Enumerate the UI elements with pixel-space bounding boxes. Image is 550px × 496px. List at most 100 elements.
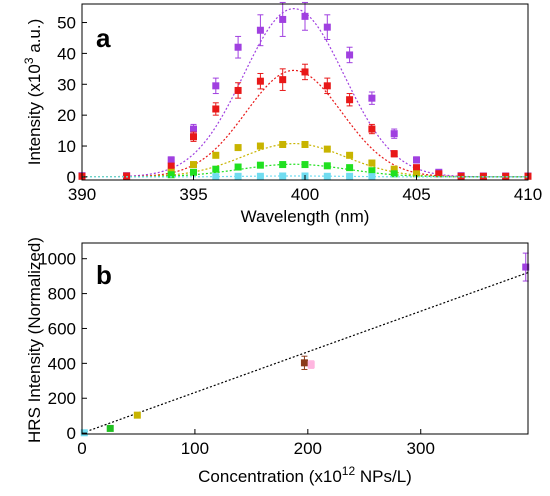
panel-b-frame — [81, 242, 529, 435]
panel-b-point — [307, 361, 315, 369]
panel-a-point — [279, 76, 287, 84]
panel-a-point — [368, 167, 376, 175]
panel-a-point — [413, 164, 420, 172]
panel-a-x-tick-label: 405 — [402, 185, 430, 204]
panel-b-point — [106, 424, 114, 432]
panel-a-point — [167, 162, 175, 170]
panel-b-x-tick-label: 300 — [407, 439, 435, 458]
panel-a-point — [212, 82, 220, 90]
panel-a-point — [323, 82, 331, 90]
panel-a-point — [234, 43, 242, 51]
panel-a-point — [123, 172, 131, 180]
panel-a-point — [190, 133, 197, 141]
panel-a-point — [190, 125, 197, 133]
panel-a-point — [279, 161, 287, 169]
panel-b-fit-line — [81, 272, 529, 434]
panel-a-x-tick-label: 390 — [68, 185, 96, 204]
panel-a-x-tick-label: 410 — [514, 185, 542, 204]
panel-a-point — [256, 142, 264, 150]
panel-b-point — [133, 411, 141, 419]
panel-a-y-tick-label: 40 — [57, 44, 76, 63]
panel-b-x-axis-title: Concentration (x1012 NPs/L) — [198, 464, 412, 486]
panel-a-point — [390, 130, 398, 138]
panel-a-point — [346, 51, 354, 59]
panel-b-x-axis-title-tail: NPs/L) — [355, 467, 412, 486]
panel-a-point — [279, 172, 287, 180]
panel-a-ticks: 390 395 400 405 410 0 10 20 30 40 50 — [57, 14, 542, 204]
panel-a-y-axis-title-tail: a.u.) — [25, 19, 44, 58]
panel-b-y-tick-label: 200 — [48, 389, 76, 408]
panel-a-point — [212, 173, 220, 181]
panel-a-point — [502, 172, 510, 180]
panel-a-point — [435, 170, 443, 178]
panel-a-point — [190, 161, 197, 169]
panel-b-point — [300, 359, 308, 367]
panel-a-point — [346, 96, 354, 104]
panel-b-x-tick-label: 0 — [77, 439, 86, 458]
panel-a-point — [256, 26, 264, 34]
panel-a-point — [279, 15, 287, 23]
panel-a-x-tick-label: 395 — [179, 185, 207, 204]
panel-a-point — [234, 172, 242, 180]
panel-a-point — [234, 144, 242, 152]
panel-a-point — [323, 172, 331, 180]
panel-a-point — [368, 125, 376, 133]
panel-a-y-tick-label: 0 — [67, 168, 76, 187]
panel-a-fit-curve — [81, 142, 528, 178]
panel-a-point — [167, 156, 175, 164]
panel-a-point — [346, 164, 354, 172]
panel-a-point — [368, 173, 376, 181]
panel-a-fit-curve — [82, 163, 528, 178]
panel-a: 390 395 400 405 410 0 10 20 30 40 50 a Wavelength … — [22, 1, 542, 226]
panel-a-point — [323, 162, 331, 170]
panel-a-x-axis-title: Wavelength (nm) — [241, 207, 370, 226]
panel-a-point — [301, 68, 309, 76]
panel-a-point — [368, 159, 376, 167]
panel-a-point — [390, 165, 398, 173]
panel-a-y-tick-label: 20 — [57, 106, 76, 125]
panel-a-y-tick-label: 10 — [57, 137, 76, 156]
panel-a-point — [256, 172, 264, 180]
panel-b-label: b — [96, 260, 112, 290]
panel-a-fit-curve — [81, 69, 528, 178]
panel-b-plot-area — [80, 252, 530, 437]
panel-a-y-tick-label: 30 — [57, 75, 76, 94]
panel-b-ticks: 0 100 200 300 0 200 400 600 800 1000 — [38, 250, 435, 458]
panel-a-point — [234, 86, 242, 94]
panel-a-label: a — [96, 23, 111, 53]
panel-a-point — [390, 150, 398, 158]
panel-a-point — [167, 171, 175, 179]
panel-a-point — [301, 140, 309, 148]
panel-b-y-axis-title: HRS Intensity (Normalized) — [25, 237, 44, 443]
panel-a-point — [346, 151, 354, 159]
panel-b-y-tick-label: 600 — [48, 319, 76, 338]
panel-b-x-axis-title-main: Concentration (x10 — [198, 467, 342, 486]
panel-a-point — [323, 145, 331, 153]
panel-b-y-tick-label: 1000 — [38, 250, 76, 269]
panel-a-y-axis-title: Intensity (x103 a.u.) — [22, 19, 44, 166]
panel-a-point — [279, 140, 287, 148]
panel-a-point — [212, 151, 220, 159]
panel-b-point — [522, 263, 530, 271]
panel-a-point — [413, 170, 420, 178]
panel-a-point — [234, 163, 242, 171]
panel-a-point — [256, 161, 264, 169]
panel-a-y-tick-label: 50 — [57, 14, 76, 33]
panel-a-point — [256, 77, 264, 85]
panel-a-point — [390, 170, 398, 178]
panel-b-y-tick-label: 400 — [48, 354, 76, 373]
panel-a-point — [212, 105, 220, 113]
panel-b-x-tick-label: 100 — [181, 439, 209, 458]
panel-a-fit-curve — [81, 8, 528, 178]
panel-b-y-tick-label: 800 — [48, 285, 76, 304]
panel-a-point — [368, 94, 376, 102]
panel-a-point — [190, 168, 197, 176]
panel-a-point — [479, 172, 487, 180]
panel-a-point — [212, 165, 220, 173]
panel-a-y-axis-title-exp: 3 — [22, 57, 36, 64]
panel-b-x-tick-label: 200 — [294, 439, 322, 458]
panel-b-y-tick-label: 0 — [67, 424, 76, 443]
panel-a-point — [301, 12, 309, 20]
panel-a-x-tick-label: 400 — [291, 185, 319, 204]
